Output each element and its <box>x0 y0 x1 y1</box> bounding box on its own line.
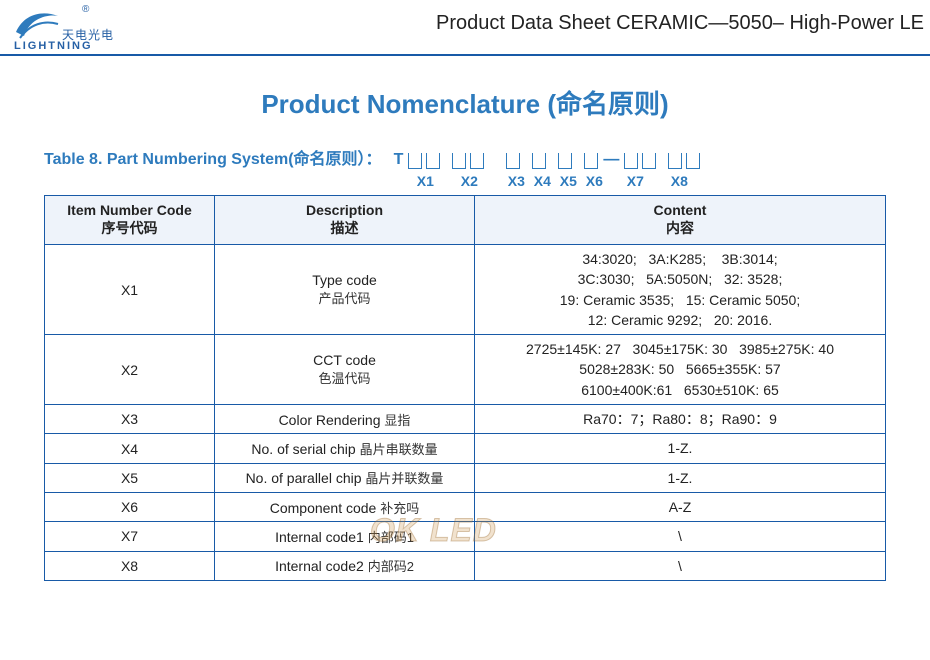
table-row: X2CCT code色温代码2725±145K: 27 3045±175K: 3… <box>45 335 886 405</box>
nomenclature-table-wrap: Item Number Code 序号代码 Description 描述 Con… <box>44 195 886 581</box>
pn-box <box>532 153 546 169</box>
pn-box <box>686 153 700 169</box>
pn-label: X3 <box>507 173 525 189</box>
pn-prefix: T <box>394 151 404 169</box>
pn-label-gap <box>603 173 617 189</box>
cell-code: X5 <box>45 463 215 492</box>
cell-code: X3 <box>45 405 215 434</box>
table-header-row: Item Number Code 序号代码 Description 描述 Con… <box>45 196 886 245</box>
th-content-cn: 内容 <box>479 218 881 238</box>
cell-content: A-Z <box>475 492 886 521</box>
th-code-cn: 序号代码 <box>49 218 210 238</box>
pn-label-gap <box>551 173 559 189</box>
pn-label: X7 <box>617 173 653 189</box>
table-row: X7Internal code1 内部码1\ <box>45 522 886 551</box>
cell-code: X1 <box>45 245 215 335</box>
pn-label: X2 <box>451 173 487 189</box>
th-desc: Description 描述 <box>215 196 475 245</box>
pn-box <box>584 153 598 169</box>
th-content: Content 内容 <box>475 196 886 245</box>
pn-box <box>506 153 520 169</box>
page-header: ® 天电光电 LIGHTNING Product Data Sheet CERA… <box>0 0 930 56</box>
table-row: X6Component code 补充吗A-Z <box>45 492 886 521</box>
pn-box <box>452 153 466 169</box>
page-root: ® 天电光电 LIGHTNING Product Data Sheet CERA… <box>0 0 930 660</box>
pn-box-row: — <box>407 151 701 169</box>
logo-trademark: ® <box>82 4 89 15</box>
pn-label: X4 <box>533 173 551 189</box>
pn-label: X1 <box>407 173 443 189</box>
cell-code: X6 <box>45 492 215 521</box>
pn-label-gap <box>525 173 533 189</box>
cell-code: X4 <box>45 434 215 463</box>
cell-content: 1-Z. <box>475 434 886 463</box>
pn-box <box>558 153 572 169</box>
table-body: X1Type code产品代码34:3020; 3A:K285; 3B:3014… <box>45 245 886 581</box>
pn-box <box>470 153 484 169</box>
cell-code: X8 <box>45 551 215 580</box>
cell-content: 34:3020; 3A:K285; 3B:3014;3C:3030; 5A:50… <box>475 245 886 335</box>
pn-dash: — <box>601 151 621 169</box>
logo-text-en: LIGHTNING <box>14 40 93 52</box>
cell-content: 2725±145K: 27 3045±175K: 30 3985±275K: 4… <box>475 335 886 405</box>
table-row: X8Internal code2 内部码2\ <box>45 551 886 580</box>
cell-code: X2 <box>45 335 215 405</box>
pn-label-gap <box>577 173 585 189</box>
pn-box <box>668 153 682 169</box>
pn-caption: Table 8. Part Numbering System(命名原则）： <box>44 145 382 169</box>
pn-label: X8 <box>661 173 697 189</box>
table-row: X4No. of serial chip 晶片串联数量1-Z. <box>45 434 886 463</box>
cell-desc: Type code产品代码 <box>215 245 475 335</box>
cell-content: \ <box>475 551 886 580</box>
pn-box <box>426 153 440 169</box>
logo-swoosh-icon <box>14 8 60 42</box>
pn-label-gap <box>443 173 451 189</box>
cell-desc: Internal code1 内部码1 <box>215 522 475 551</box>
pn-label-row: X1 X2 X3 X4 X5 X6 X7 X8 <box>407 173 930 189</box>
header-doc-title: Product Data Sheet CERAMIC—5050– High-Po… <box>436 12 924 35</box>
cell-desc: Color Rendering 显指 <box>215 405 475 434</box>
cell-desc: CCT code色温代码 <box>215 335 475 405</box>
th-code-en: Item Number Code <box>67 202 191 218</box>
part-number-line: Table 8. Part Numbering System(命名原则）： T … <box>44 145 930 169</box>
nomenclature-table: Item Number Code 序号代码 Description 描述 Con… <box>44 195 886 581</box>
pn-box <box>624 153 638 169</box>
pn-box <box>642 153 656 169</box>
table-row: X5No. of parallel chip 晶片并联数量1-Z. <box>45 463 886 492</box>
th-desc-cn: 描述 <box>219 218 470 238</box>
cell-desc: Internal code2 内部码2 <box>215 551 475 580</box>
cell-code: X7 <box>45 522 215 551</box>
pn-label-gap <box>653 173 661 189</box>
section-title: Product Nomenclature (命名原则) <box>0 84 930 121</box>
th-code: Item Number Code 序号代码 <box>45 196 215 245</box>
table-row: X3Color Rendering 显指Ra70：7；Ra80：8；Ra90：9 <box>45 405 886 434</box>
cell-desc: No. of parallel chip 晶片并联数量 <box>215 463 475 492</box>
pn-label-gap <box>487 173 507 189</box>
cell-content: 1-Z. <box>475 463 886 492</box>
pn-label: X6 <box>585 173 603 189</box>
th-content-en: Content <box>654 202 707 218</box>
pn-label: X5 <box>559 173 577 189</box>
pn-box <box>408 153 422 169</box>
cell-content: Ra70：7；Ra80：8；Ra90：9 <box>475 405 886 434</box>
cell-desc: No. of serial chip 晶片串联数量 <box>215 434 475 463</box>
cell-desc: Component code 补充吗 <box>215 492 475 521</box>
th-desc-en: Description <box>306 202 383 218</box>
cell-content: \ <box>475 522 886 551</box>
company-logo: ® 天电光电 LIGHTNING <box>14 6 144 52</box>
table-row: X1Type code产品代码34:3020; 3A:K285; 3B:3014… <box>45 245 886 335</box>
